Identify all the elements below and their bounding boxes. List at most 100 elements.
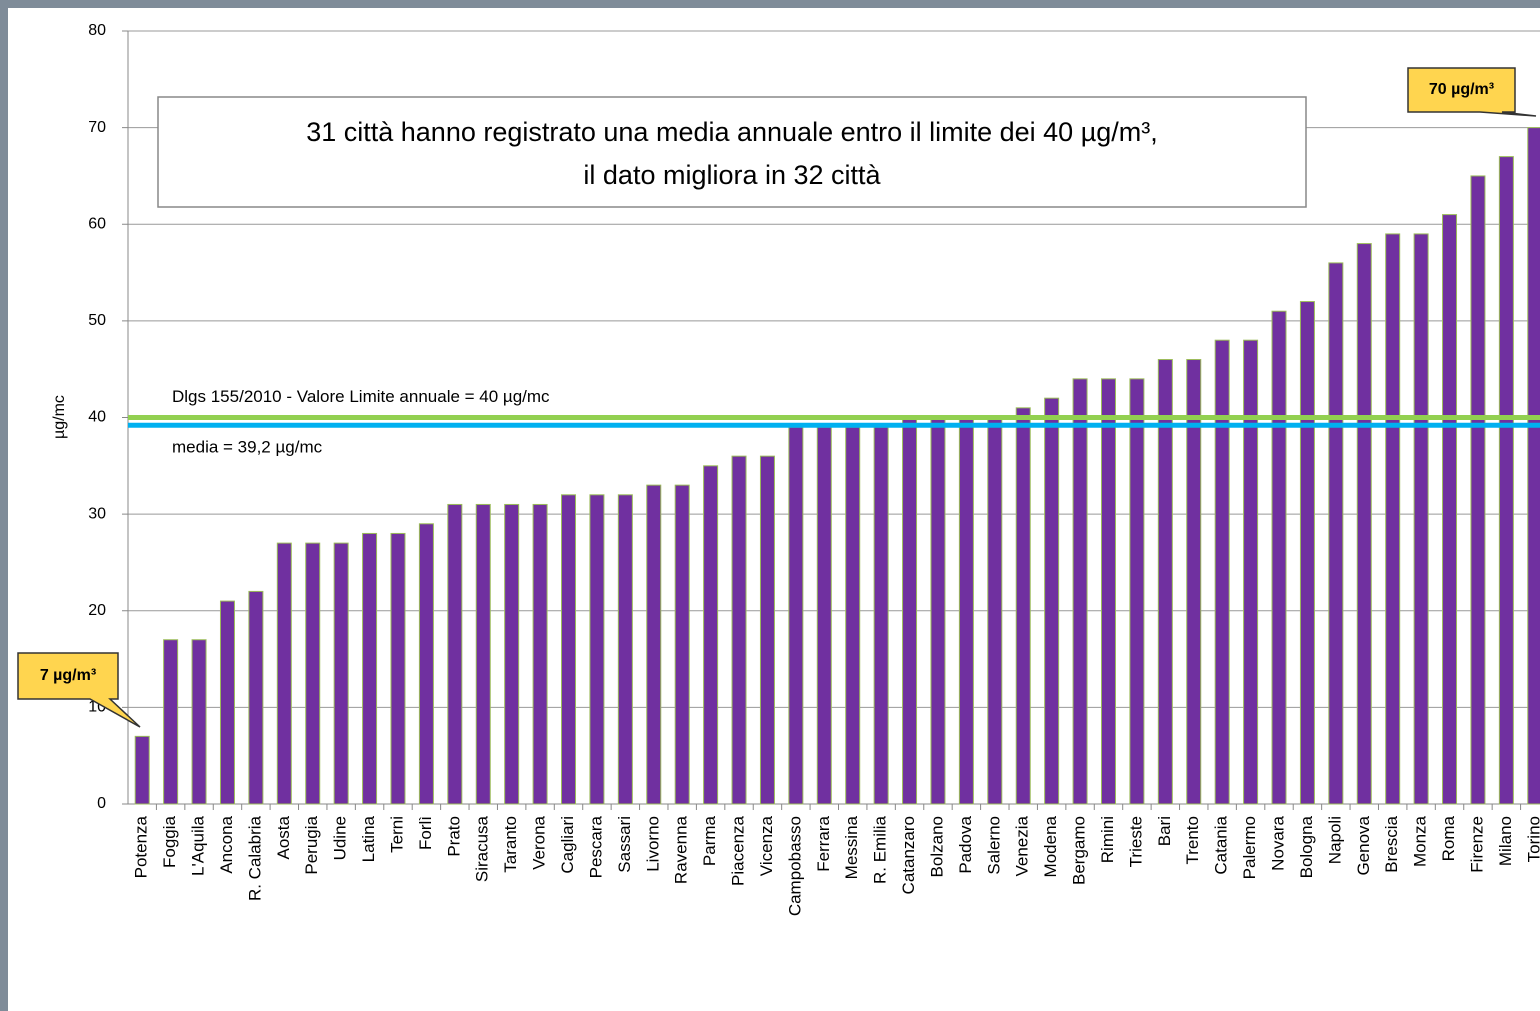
x-tick-label: Torino (1524, 816, 1540, 862)
x-tick-label: Sassari (615, 816, 634, 873)
x-tick-label: Foggia (160, 815, 179, 868)
bar (731, 455, 747, 805)
annotation-text: il dato migliora in 32 città (583, 160, 881, 190)
x-tick-label: Bergamo (1070, 816, 1089, 885)
frame: µg/mc 0 10 20 30 40 50 60 70 80 Potenza Foggia L'Aq… (8, 8, 1540, 1011)
x-tick-label: Salerno (984, 816, 1003, 875)
x-tick-label: Verona (530, 815, 549, 869)
x-tick-label: R. Emilia (871, 815, 890, 884)
bar (532, 503, 548, 805)
x-tick-label: Venezia (1013, 815, 1032, 876)
bar (1271, 310, 1287, 805)
bar (390, 532, 406, 805)
x-tick-label: Trento (1183, 816, 1202, 865)
reference-label: Dlgs 155/2010 - Valore Limite annuale = … (172, 387, 550, 406)
reference-label: media = 39,2 µg/mc (172, 438, 323, 457)
x-tick-label: Napoli (1325, 816, 1344, 864)
bar (703, 465, 719, 805)
x-tick-label: Piacenza (729, 815, 748, 885)
bar (1385, 233, 1401, 805)
x-tick-label: Udine (331, 816, 350, 860)
bar (1157, 359, 1173, 805)
bar (816, 426, 832, 805)
bar (1186, 359, 1202, 805)
x-tick-label: Messina (842, 815, 861, 879)
y-tick-label: 40 (88, 409, 106, 426)
x-tick-label: Parma (700, 815, 719, 866)
x-tick-label: Roma (1439, 815, 1458, 861)
bar (1356, 243, 1372, 805)
x-tick-label: Trieste (1126, 816, 1145, 867)
bar (1470, 175, 1486, 805)
bar (845, 426, 861, 805)
bar (589, 494, 605, 805)
y-tick-label: 50 (88, 312, 106, 329)
y-tick-label: 60 (88, 215, 106, 232)
bar (759, 455, 775, 805)
x-tick-label: Cagliari (558, 816, 577, 874)
bar (1527, 127, 1540, 805)
x-tick-label: Firenze (1467, 816, 1486, 873)
y-tick-label: 0 (97, 795, 106, 812)
x-tick-label: Ancona (217, 815, 236, 873)
x-tick-label: Ferrara (814, 815, 833, 871)
x-tick-label: Genova (1354, 815, 1373, 875)
callout-text: 7 µg/m³ (40, 667, 96, 684)
x-tick-label: Aosta (274, 815, 293, 859)
x-tick-label: Catanzaro (899, 816, 918, 894)
bar (305, 542, 321, 805)
bar (1299, 301, 1315, 805)
x-tick-label: Latina (359, 815, 378, 862)
x-tick-label: R. Calabria (245, 815, 264, 901)
y-tick-label: 80 (88, 22, 106, 39)
x-tick-label: L'Aquila (189, 815, 208, 876)
bar (788, 426, 804, 805)
bar (504, 503, 520, 805)
y-axis-label: µg/mc (51, 395, 68, 439)
bar (447, 503, 463, 805)
bar (134, 735, 150, 805)
callout-box (17, 652, 141, 728)
x-tick-label: Brescia (1382, 815, 1401, 872)
x-tick-label: Taranto (501, 816, 520, 873)
bar (475, 503, 491, 805)
x-tick-label: Terni (387, 816, 406, 853)
bar (362, 532, 378, 805)
x-tick-label: Campobasso (785, 816, 804, 916)
x-tick-label: Vicenza (757, 815, 776, 876)
bar (1214, 339, 1230, 805)
x-tick-label: Prato (444, 816, 463, 857)
bar (674, 484, 690, 805)
x-tick-label: Catania (1212, 815, 1231, 874)
y-tick-label: 70 (88, 119, 106, 136)
bar (1072, 378, 1088, 805)
bar (902, 417, 918, 805)
bar (617, 494, 633, 805)
x-tick-label: Milano (1496, 816, 1515, 866)
x-tick-label: Palermo (1240, 816, 1259, 879)
bar (561, 494, 577, 805)
bar (333, 542, 349, 805)
x-tick-label: Siracusa (473, 815, 492, 882)
bar (1100, 378, 1116, 805)
x-tick-label: Novara (1268, 815, 1287, 870)
bar (276, 542, 292, 805)
bar (1498, 156, 1514, 805)
x-tick-label: Perugia (302, 815, 321, 874)
bar (930, 417, 946, 805)
annotation-text: 31 città hanno registrato una media annu… (306, 117, 1158, 147)
bar (1015, 407, 1031, 805)
x-tick-label: Pescara (586, 815, 605, 878)
bar (646, 484, 662, 805)
bar (1328, 262, 1344, 805)
x-tick-label: Potenza (132, 815, 151, 878)
bar (248, 590, 264, 805)
bar (1413, 233, 1429, 805)
bar (1442, 214, 1458, 805)
bar (987, 417, 1003, 805)
callout-text: 70 µg/m³ (1429, 81, 1494, 98)
callout-box (1407, 67, 1537, 117)
bar (191, 639, 207, 805)
bar (219, 600, 235, 805)
